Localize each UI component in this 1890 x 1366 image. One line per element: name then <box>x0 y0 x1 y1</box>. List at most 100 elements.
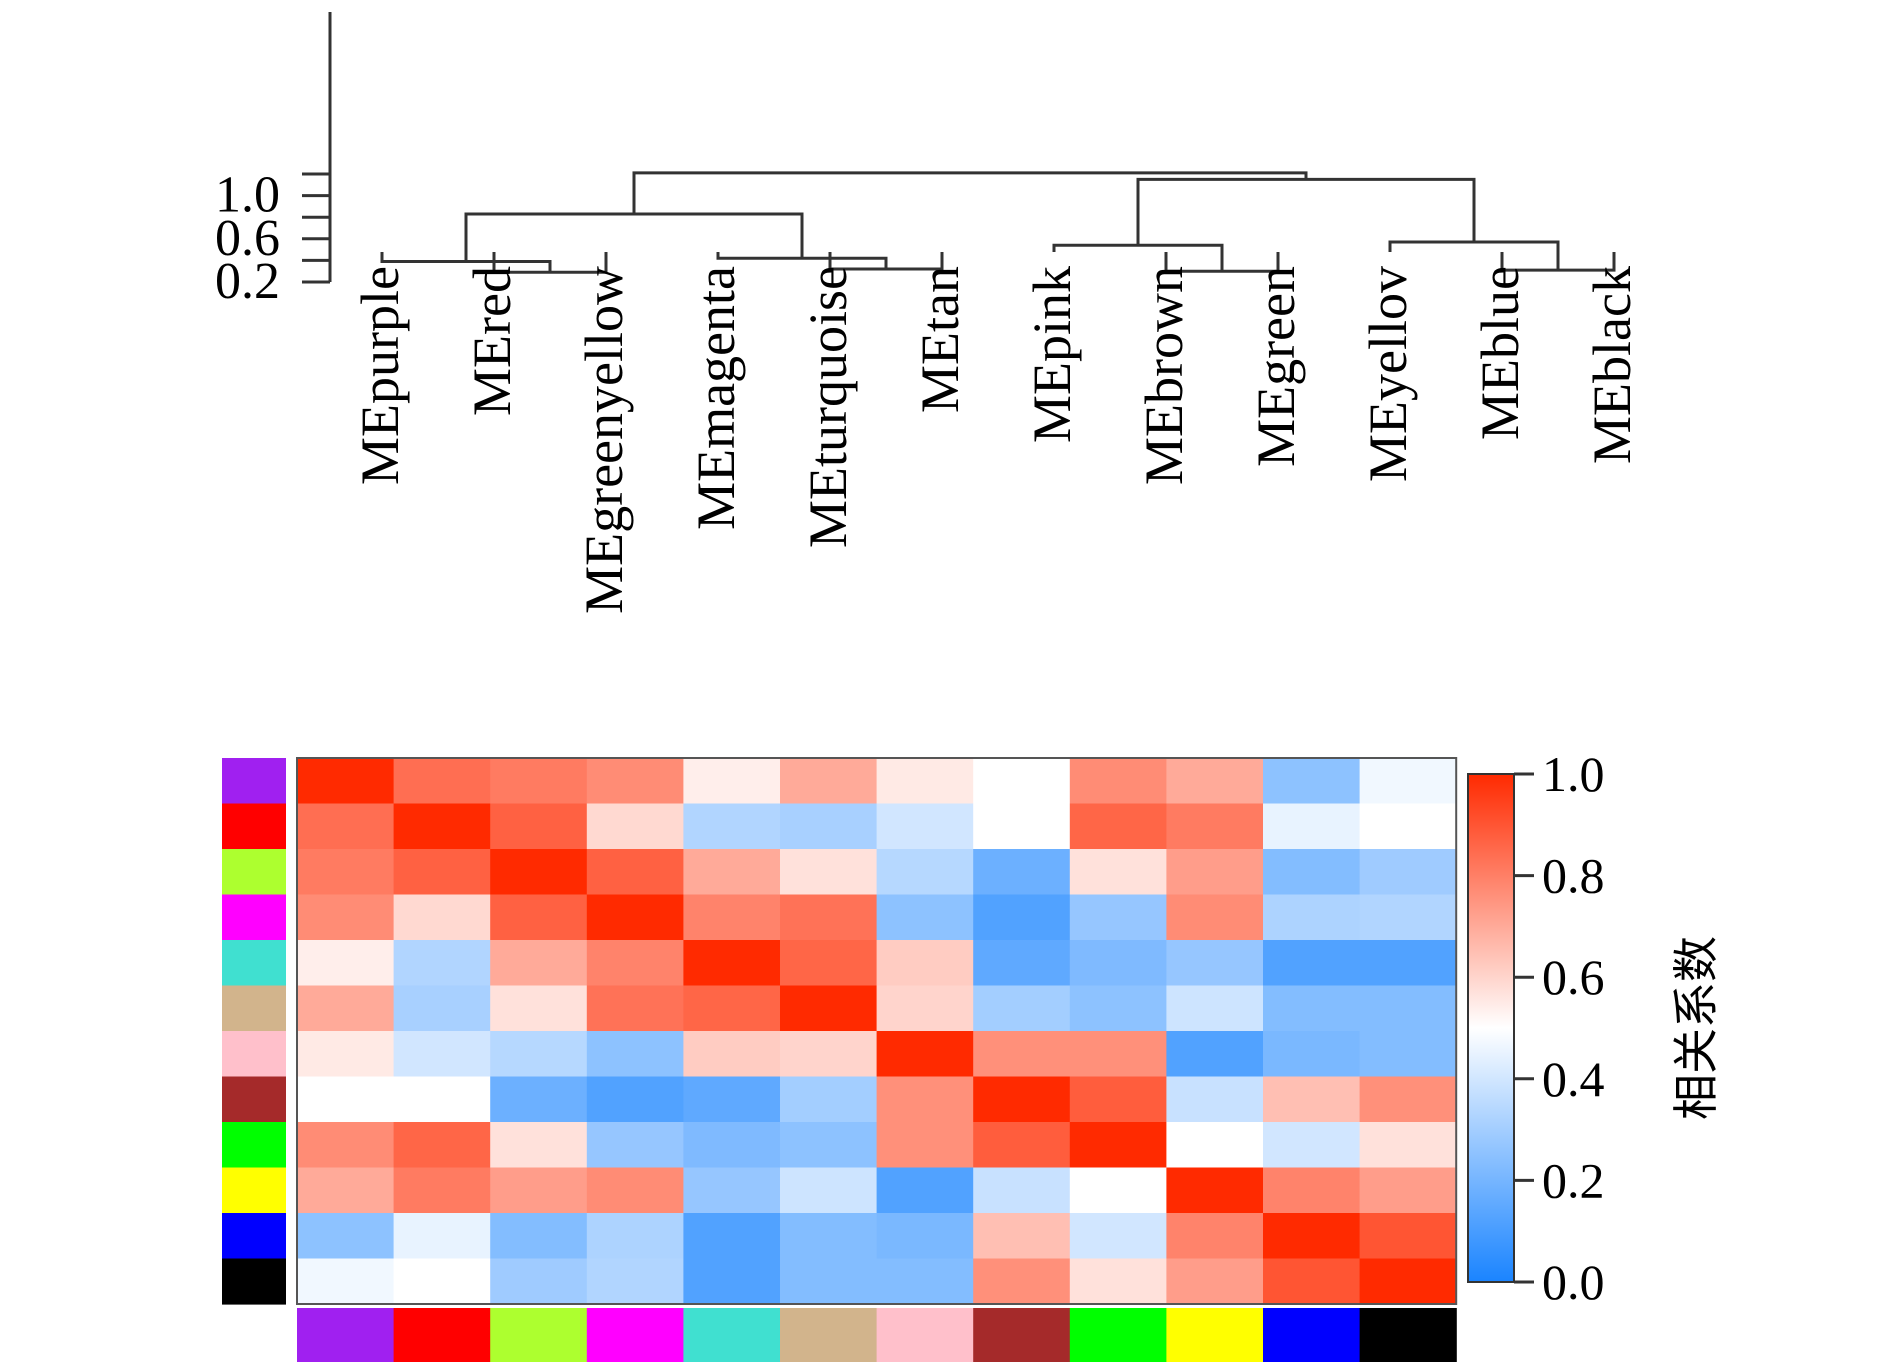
heatmap-cell <box>780 1031 878 1078</box>
heatmap-cell <box>780 1076 878 1123</box>
heatmap-cell <box>1359 1258 1457 1305</box>
heatmap-cell <box>683 1213 781 1260</box>
row-module-swatch <box>222 940 286 987</box>
column-module-swatch <box>780 1308 878 1362</box>
heatmap-cell <box>1166 985 1264 1032</box>
heatmap-cell <box>490 1122 588 1169</box>
heatmap-cell <box>780 1167 878 1214</box>
dendrogram-leaf-label: MEblack <box>1582 266 1642 464</box>
colorbar-tick-label: 1.0 <box>1542 746 1605 802</box>
row-module-swatch <box>222 1076 286 1123</box>
dendrogram-leaf-label: MEpurple <box>350 266 410 485</box>
heatmap-cell <box>586 894 684 941</box>
heatmap-cell <box>876 985 974 1032</box>
heatmap-cell <box>1166 1076 1264 1123</box>
heatmap-cell <box>1069 1258 1167 1305</box>
heatmap-cell <box>683 758 781 805</box>
heatmap-cell <box>393 1076 491 1123</box>
correlation-heatmap <box>222 757 1458 1362</box>
dendrogram-leaf-label: MEgreenyellow <box>574 266 634 614</box>
heatmap-cell <box>683 894 781 941</box>
row-module-swatch <box>222 1213 286 1260</box>
heatmap-cell <box>780 985 878 1032</box>
heatmap-cell <box>1166 849 1264 896</box>
heatmap-cell <box>973 940 1071 987</box>
heatmap-cell <box>876 1258 974 1305</box>
dendrogram-branch <box>1136 177 1476 246</box>
heatmap-cell <box>586 803 684 850</box>
column-module-swatch <box>1166 1308 1264 1362</box>
heatmap-cell <box>876 940 974 987</box>
heatmap-cell <box>1069 1031 1167 1078</box>
colorbar-tick-label: 0.8 <box>1542 848 1605 904</box>
heatmap-cell <box>586 940 684 987</box>
colorbar-ticks: 0.0 0.2 0.4 0.6 0.8 1.0 <box>1514 746 1605 1310</box>
heatmap-cell <box>1359 803 1457 850</box>
column-module-swatch <box>973 1308 1071 1362</box>
row-module-swatch <box>222 1031 286 1078</box>
heatmap-cell <box>490 1076 588 1123</box>
heatmap-cell <box>1359 849 1457 896</box>
colorbar-tick-label: 0.0 <box>1542 1254 1605 1310</box>
heatmap-cell <box>973 1076 1071 1123</box>
row-module-swatch <box>222 985 286 1032</box>
column-module-swatch <box>876 1308 974 1362</box>
heatmap-cell <box>393 803 491 850</box>
heatmap-cell <box>1166 758 1264 805</box>
dendrogram-y-tick-label: 0.2 <box>215 253 280 310</box>
heatmap-cell <box>1359 1076 1457 1123</box>
heatmap-cell <box>683 1167 781 1214</box>
row-module-swatch <box>222 894 286 941</box>
heatmap-cell <box>1166 1213 1264 1260</box>
heatmap-cell <box>876 803 974 850</box>
heatmap-cell <box>683 849 781 896</box>
dendrogram-leaf-label: MEblue <box>1470 266 1530 440</box>
heatmap-cell <box>1263 940 1361 987</box>
heatmap-cell <box>490 1167 588 1214</box>
dendrogram-leaf-label: MEtan <box>910 266 970 413</box>
heatmap-cell <box>1069 1122 1167 1169</box>
dendrogram-y-tick-label: 1.0 <box>215 167 280 224</box>
heatmap-cell <box>393 1258 491 1305</box>
row-module-color-bar <box>222 758 286 1305</box>
heatmap-cell <box>1069 758 1167 805</box>
heatmap-cell <box>393 758 491 805</box>
heatmap-cell <box>297 1122 395 1169</box>
heatmap-cell <box>586 1076 684 1123</box>
heatmap-cell <box>876 1167 974 1214</box>
heatmap-cell <box>683 1031 781 1078</box>
heatmap-cell <box>973 849 1071 896</box>
heatmap-cell <box>780 803 878 850</box>
heatmap-cell <box>973 1122 1071 1169</box>
heatmap-cell <box>1263 1031 1361 1078</box>
heatmap-cell <box>586 985 684 1032</box>
heatmap-cell <box>1359 985 1457 1032</box>
heatmap-cell <box>1069 894 1167 941</box>
heatmap-cell <box>297 940 395 987</box>
heatmap-cell <box>1263 894 1361 941</box>
heatmap-cell <box>393 1122 491 1169</box>
heatmap-cell <box>1263 1076 1361 1123</box>
row-module-swatch <box>222 1122 286 1169</box>
heatmap-cell <box>1359 1122 1457 1169</box>
heatmap-cells <box>297 758 1457 1305</box>
heatmap-cell <box>973 1258 1071 1305</box>
heatmap-cell <box>490 758 588 805</box>
heatmap-cell <box>1359 940 1457 987</box>
row-module-swatch <box>222 1167 286 1214</box>
heatmap-cell <box>876 1076 974 1123</box>
dendrogram: 0.20.61.0 MEpurple MEred MEgreenyellow MEma… <box>215 12 1642 614</box>
heatmap-cell <box>1263 985 1361 1032</box>
heatmap-cell <box>973 1167 1071 1214</box>
row-module-swatch <box>222 803 286 850</box>
column-module-swatch <box>1263 1308 1361 1362</box>
heatmap-cell <box>490 894 588 941</box>
column-module-swatch <box>393 1308 491 1362</box>
heatmap-cell <box>973 758 1071 805</box>
heatmap-cell <box>973 1213 1071 1260</box>
heatmap-cell <box>973 1031 1071 1078</box>
dendrogram-leaf-label: MEpink <box>1022 266 1082 443</box>
heatmap-cell <box>297 758 395 805</box>
dendrogram-leaf-labels: MEpurple MEred MEgreenyellow MEmagenta MEtur… <box>350 266 1642 614</box>
heatmap-cell <box>393 940 491 987</box>
